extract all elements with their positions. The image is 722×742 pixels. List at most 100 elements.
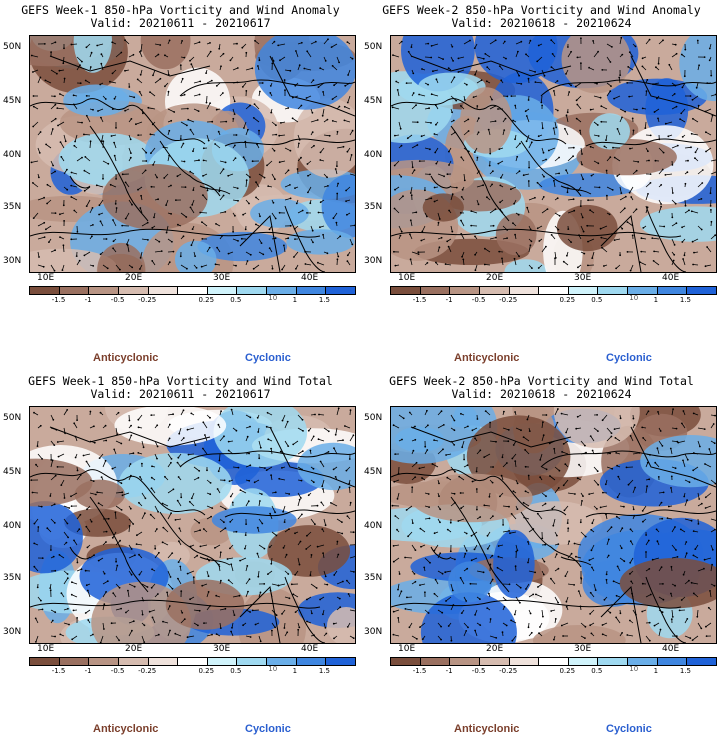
wind-vector — [293, 593, 299, 598]
wind-vector-head — [499, 201, 501, 204]
wind-vector-head — [433, 439, 435, 441]
wind-vector-head — [557, 228, 560, 231]
wind-vector — [574, 543, 582, 546]
legend-cyclonic: Cyclonic — [606, 723, 652, 735]
wind-vector-head — [508, 530, 510, 532]
wind-vector — [71, 581, 78, 585]
wind-vector-head — [70, 593, 73, 596]
wind-vector — [279, 478, 286, 481]
wind-vector-head — [399, 127, 402, 130]
wind-vector — [515, 596, 521, 604]
coastline — [391, 228, 682, 238]
wind-vector — [258, 544, 265, 549]
wind-vector-head — [397, 588, 399, 591]
wind-vector — [152, 617, 156, 624]
wind-vector-head — [100, 62, 103, 65]
wind-vector-head — [344, 84, 347, 87]
wind-vector-head — [527, 77, 530, 80]
wind-vector-head — [539, 626, 541, 628]
wind-vector — [180, 212, 187, 218]
wind-vector-head — [247, 500, 250, 503]
wind-vector-head — [510, 95, 513, 97]
longitude-label: 40E — [301, 273, 319, 283]
wind-vector — [336, 531, 343, 534]
vorticity-shading — [640, 206, 716, 242]
wind-vector — [450, 604, 454, 611]
wind-vector-head — [454, 470, 456, 473]
wind-vector-head — [300, 156, 302, 159]
wind-vector-head — [420, 239, 423, 242]
wind-vector — [541, 434, 545, 442]
wind-vector — [514, 258, 517, 266]
wind-vector-head — [640, 250, 643, 253]
wind-vector-head — [426, 262, 429, 264]
wind-vector-head — [140, 194, 142, 197]
wind-vector-head — [413, 169, 416, 172]
wind-vector-head — [298, 64, 301, 67]
wind-vector-head — [524, 465, 527, 468]
wind-vector-head — [301, 209, 304, 212]
wind-vector — [102, 580, 109, 585]
wind-vector — [297, 514, 303, 520]
wind-vector-head — [620, 192, 623, 195]
latitude-label: 30N — [3, 627, 22, 637]
wind-vector — [654, 462, 660, 468]
wind-vector — [167, 552, 173, 559]
wind-vector-head — [475, 470, 478, 473]
wind-vector-head — [516, 155, 519, 158]
wind-vector-head — [410, 194, 413, 197]
wind-vector-head — [459, 492, 462, 494]
wind-vector-head — [579, 205, 582, 208]
wind-vector-head — [104, 459, 107, 462]
vorticity-shading — [74, 479, 125, 510]
wind-vector-head — [105, 238, 108, 240]
wind-vector-head — [669, 447, 672, 450]
wind-vector-head — [394, 188, 396, 191]
panel-week2-total: GEFS Week-2 850-hPa Vorticity and Wind T… — [361, 371, 722, 742]
wind-vector — [109, 81, 117, 84]
wind-vector — [537, 513, 543, 520]
wind-vector-head — [64, 432, 66, 435]
wind-vector-head — [396, 498, 399, 500]
wind-vector — [149, 91, 156, 97]
wind-vector-head — [534, 196, 536, 199]
wind-vector-head — [708, 448, 711, 450]
wind-vector-head — [96, 491, 99, 494]
wind-vector-head — [312, 435, 315, 438]
wind-vector — [471, 210, 478, 214]
wind-vector-head — [190, 244, 193, 247]
wind-vector-head — [206, 189, 209, 192]
wind-vector — [424, 197, 432, 201]
wind-vector-head — [609, 61, 612, 63]
wind-vector-head — [322, 488, 324, 490]
wind-vector-head — [412, 92, 415, 94]
wind-vector-head — [418, 93, 420, 96]
wind-vector-head — [577, 189, 580, 192]
wind-vector — [245, 129, 249, 136]
wind-vector — [148, 107, 156, 110]
wind-vector — [682, 460, 686, 468]
wind-vector-head — [64, 140, 67, 143]
colorbar-swatch — [30, 287, 60, 294]
wind-vector-head — [637, 161, 640, 163]
wind-vector-head — [170, 213, 173, 215]
wind-vector-head — [519, 142, 521, 145]
wind-vector — [336, 56, 340, 63]
wind-vector-head — [419, 626, 421, 628]
wind-vector-head — [461, 446, 464, 449]
wind-vector — [349, 173, 355, 176]
wind-vector-head — [159, 77, 162, 80]
wind-vector — [295, 50, 299, 58]
wind-vector — [323, 39, 329, 45]
wind-vector-head — [713, 442, 716, 445]
wind-vector-head — [351, 243, 354, 246]
wind-vector-head — [126, 244, 129, 247]
wind-vector-head — [473, 47, 476, 49]
wind-vector-head — [246, 565, 249, 567]
wind-vector-head — [427, 83, 429, 86]
wind-vector-head — [168, 154, 171, 157]
wind-vector-head — [642, 520, 644, 523]
wind-vector-head — [66, 577, 69, 580]
wind-vector-head — [692, 592, 695, 595]
wind-vector-head — [248, 452, 251, 455]
